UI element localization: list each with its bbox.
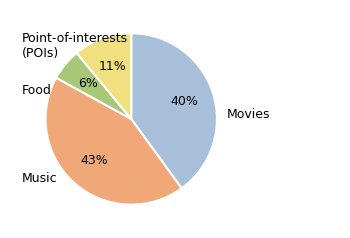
Text: Movies: Movies [227, 108, 271, 121]
Text: 43%: 43% [80, 154, 108, 167]
Text: Food: Food [22, 84, 51, 97]
Wedge shape [131, 33, 217, 188]
Wedge shape [77, 33, 131, 119]
Wedge shape [56, 53, 131, 119]
Wedge shape [46, 78, 182, 205]
Text: 6%: 6% [78, 77, 98, 90]
Text: 11%: 11% [98, 60, 126, 73]
Text: Music: Music [22, 173, 57, 185]
Text: 40%: 40% [170, 95, 198, 108]
Text: Point-of-interests
(POIs): Point-of-interests (POIs) [22, 32, 128, 60]
